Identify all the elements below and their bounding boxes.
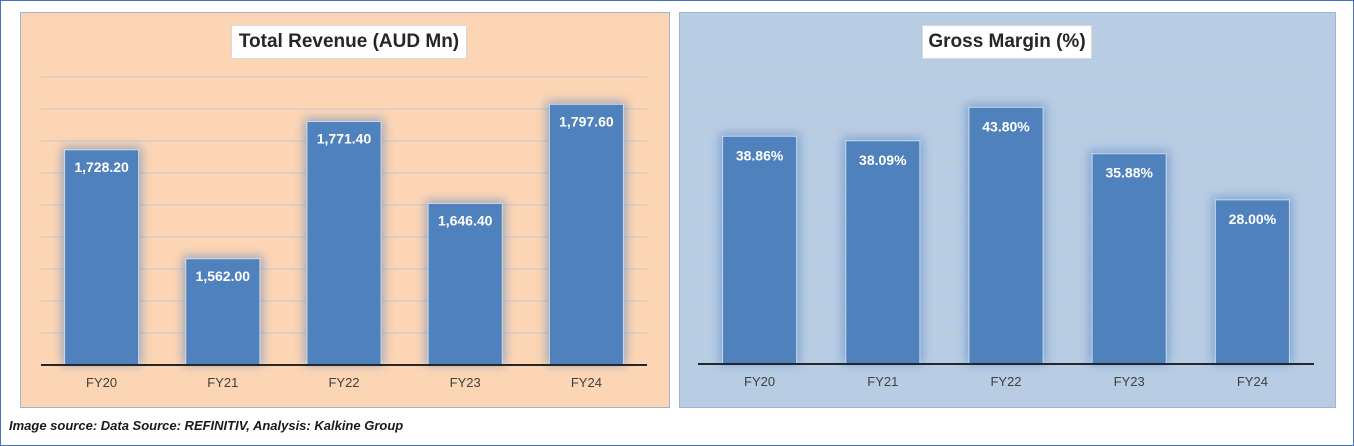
bar-fy20[interactable] xyxy=(722,135,798,365)
x-tick-label: FY21 xyxy=(867,374,898,389)
data-label: 1,646.40 xyxy=(438,212,493,228)
bar-fy20[interactable] xyxy=(64,149,140,366)
data-label: 43.80% xyxy=(982,118,1030,134)
x-tick-label: FY22 xyxy=(328,375,359,390)
data-label: 1,797.60 xyxy=(559,113,614,129)
bar-fy23[interactable] xyxy=(1091,153,1167,365)
x-tick-label: FY23 xyxy=(450,375,481,390)
margin-chart: 38.86% FY20 38.09% FY21 43.80% FY22 35.88% FY23… xyxy=(698,73,1314,389)
data-label: 1,562.00 xyxy=(196,268,251,284)
data-label: 38.09% xyxy=(859,152,907,168)
x-tick-label: FY20 xyxy=(86,375,117,390)
data-label: 1,728.20 xyxy=(74,159,129,175)
bar-fy24[interactable] xyxy=(548,103,624,366)
bar-fy21[interactable] xyxy=(185,258,261,366)
bar-fy23[interactable] xyxy=(427,202,503,366)
x-tick-label: FY24 xyxy=(1237,374,1268,389)
image-source-caption: Image source: Data Source: REFINITIV, An… xyxy=(9,418,404,433)
margin-chart-title: Gross Margin (%) xyxy=(922,25,1092,59)
data-label: 35.88% xyxy=(1105,165,1153,181)
x-tick-label: FY24 xyxy=(571,375,602,390)
x-tick-label: FY22 xyxy=(990,374,1021,389)
bar-fy22[interactable] xyxy=(306,121,382,366)
bar-fy21[interactable] xyxy=(845,140,921,365)
revenue-chart-title: Total Revenue (AUD Mn) xyxy=(231,25,467,59)
revenue-chart-panel: 1,728.20 FY20 1,562.00 FY21 1,771.40 FY22 1,64… xyxy=(20,12,670,408)
bar-fy24[interactable] xyxy=(1214,199,1290,365)
revenue-chart: 1,728.20 FY20 1,562.00 FY21 1,771.40 FY22 1,64… xyxy=(41,76,647,390)
bar-fy22[interactable] xyxy=(968,106,1044,365)
x-tick-label: FY20 xyxy=(744,374,775,389)
x-tick-label: FY21 xyxy=(207,375,238,390)
margin-chart-panel: 38.86% FY20 38.09% FY21 43.80% FY22 35.88% FY23… xyxy=(679,12,1336,408)
x-tick-label: FY23 xyxy=(1114,374,1145,389)
data-label: 1,771.40 xyxy=(317,131,372,147)
data-label: 38.86% xyxy=(736,147,784,163)
data-label: 28.00% xyxy=(1229,211,1277,227)
